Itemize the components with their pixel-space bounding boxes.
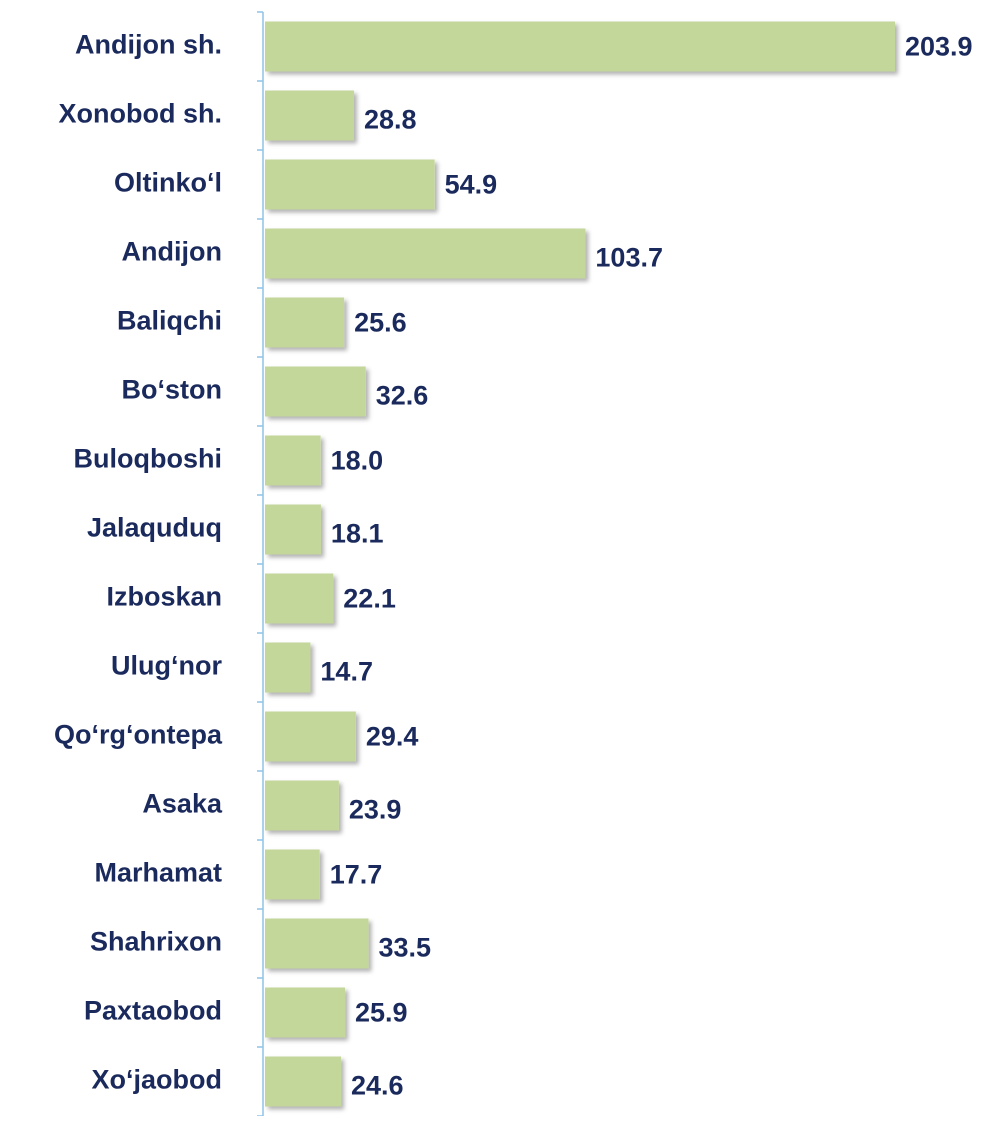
category-label: Marhamat xyxy=(94,858,222,888)
bar xyxy=(265,297,345,348)
bar xyxy=(265,918,369,969)
bar xyxy=(265,504,321,555)
category-label: Qo‘rg‘ontepa xyxy=(54,720,223,750)
value-label: 22.1 xyxy=(343,584,396,614)
value-label: 18.0 xyxy=(331,446,384,476)
bar xyxy=(265,1056,342,1107)
bar xyxy=(265,90,354,141)
bar xyxy=(265,573,334,624)
bar xyxy=(265,21,895,72)
value-label: 54.9 xyxy=(445,170,498,200)
category-label: Baliqchi xyxy=(117,306,222,336)
value-label: 103.7 xyxy=(595,243,663,273)
value-label: 29.4 xyxy=(366,722,419,752)
category-label: Andijon sh. xyxy=(75,30,222,60)
bar xyxy=(265,849,320,900)
bar xyxy=(265,159,435,210)
category-label: Oltinko‘l xyxy=(114,168,222,198)
category-label: Buloqboshi xyxy=(74,444,222,474)
bar xyxy=(265,642,311,693)
category-label: Bo‘ston xyxy=(122,375,223,405)
value-label: 33.5 xyxy=(379,933,432,963)
category-label: Xo‘jaobod xyxy=(92,1065,223,1095)
category-label: Jalaquduq xyxy=(87,513,222,543)
value-label: 17.7 xyxy=(330,860,383,890)
value-label: 203.9 xyxy=(905,32,973,62)
value-label: 18.1 xyxy=(331,519,384,549)
category-label: Andijon xyxy=(122,237,222,267)
bar xyxy=(265,987,346,1038)
bar xyxy=(265,780,339,831)
value-label: 24.6 xyxy=(351,1071,404,1101)
category-label: Asaka xyxy=(142,789,223,819)
category-label: Ulug‘nor xyxy=(111,651,222,681)
value-label: 23.9 xyxy=(349,795,402,825)
value-label: 25.9 xyxy=(355,998,408,1028)
category-label: Izboskan xyxy=(106,582,222,612)
category-label: Shahrixon xyxy=(90,927,222,957)
bar xyxy=(265,228,586,279)
value-label: 32.6 xyxy=(376,381,429,411)
bar xyxy=(265,711,356,762)
value-label: 14.7 xyxy=(320,657,373,687)
category-label: Xonobod sh. xyxy=(59,99,222,129)
value-label: 28.8 xyxy=(364,105,417,135)
value-label: 25.6 xyxy=(354,308,407,338)
bar xyxy=(265,435,321,486)
bar xyxy=(265,366,366,417)
category-label: Paxtaobod xyxy=(84,996,222,1026)
